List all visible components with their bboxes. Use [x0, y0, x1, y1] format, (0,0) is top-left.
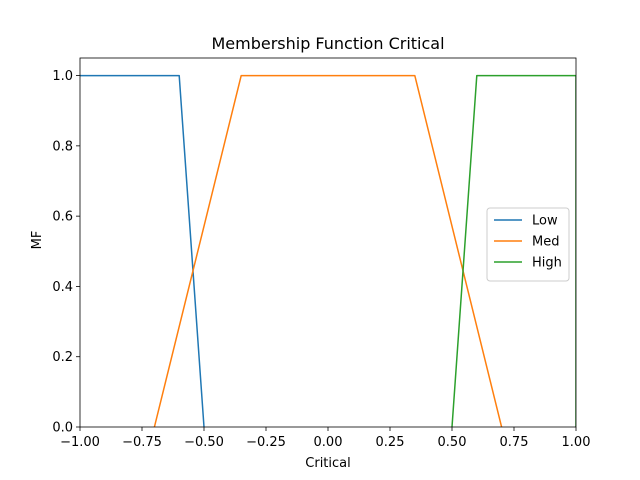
- series-group: [80, 74, 576, 427]
- legend: Low Med High: [486, 207, 570, 282]
- plot-area: [79, 57, 577, 428]
- x-tick-label: −0.25: [246, 435, 286, 450]
- series-line-low: [80, 74, 205, 427]
- x-tick-label: −1.00: [60, 435, 100, 450]
- y-tick-label: 0.8: [52, 139, 73, 154]
- x-tick-label: 0.00: [314, 435, 343, 450]
- y-axis-label: MF: [30, 231, 45, 250]
- y-tick-label: 0.4: [52, 280, 73, 295]
- x-tick-label: 0.50: [438, 435, 467, 450]
- y-tick-label: 0.2: [52, 350, 73, 365]
- y-tick-label: 1.0: [52, 69, 73, 84]
- legend-label-med: Med: [532, 235, 559, 250]
- legend-label-low: Low: [532, 214, 558, 229]
- y-tick-label: 0.6: [52, 210, 73, 225]
- series-line-high: [451, 74, 576, 427]
- y-tick-label: 0.0: [52, 421, 73, 436]
- x-tick-label: −0.50: [184, 435, 224, 450]
- x-tick-label: −0.75: [122, 435, 162, 450]
- x-tick-label: 1.00: [562, 435, 591, 450]
- chart-title: Membership Function Critical: [211, 34, 444, 53]
- series-line-med: [153, 74, 503, 427]
- x-axis-label: Critical: [305, 456, 350, 471]
- x-tick-label: 0.75: [500, 435, 529, 450]
- legend-label-high: High: [532, 256, 562, 271]
- x-axis: −1.00 −0.75 −0.50 −0.25 0.00 0.25 0.50 0.75 1.00: [60, 427, 590, 450]
- x-tick-label: 0.25: [376, 435, 405, 450]
- y-axis: 0.0 0.2 0.4 0.6 0.8 1.0: [52, 69, 80, 436]
